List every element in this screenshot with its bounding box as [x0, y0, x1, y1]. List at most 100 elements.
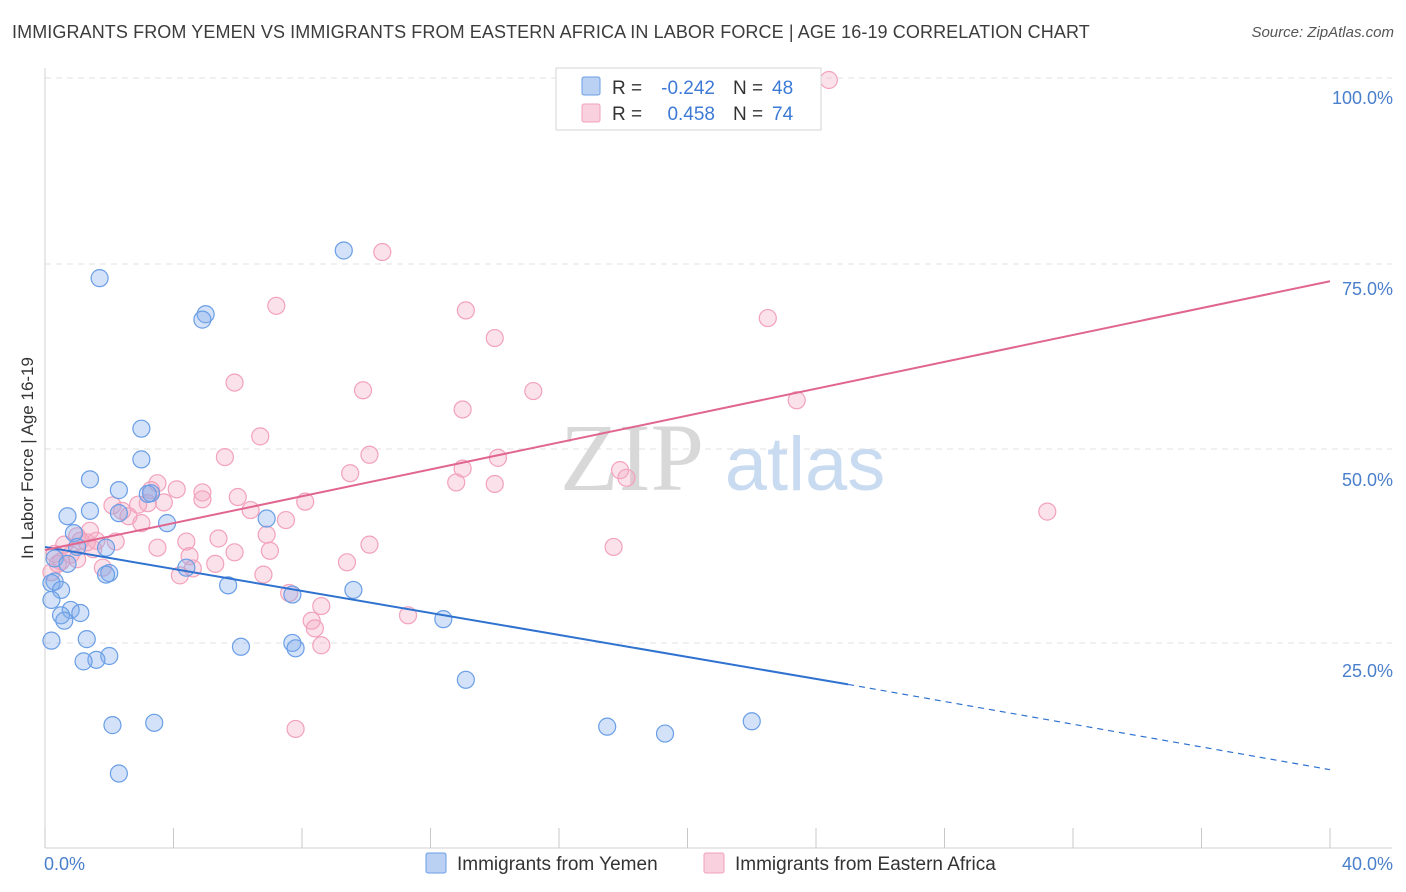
- yemen-point-26: [51, 580, 71, 600]
- yemen-point-46: [598, 717, 617, 736]
- eafrica-point-26: [193, 490, 212, 509]
- eafrica-point-10: [453, 400, 472, 419]
- eafrica-point-6: [225, 373, 244, 392]
- yemen-point-2: [196, 305, 215, 324]
- series-legend: Immigrants from Yemen Immigrants from Ea…: [425, 852, 996, 875]
- yemen-point-20: [177, 558, 196, 577]
- yemen-trend-line: [44, 545, 849, 686]
- x-tick-label-max: 40.0%: [1342, 854, 1393, 874]
- eafrica-point-52: [225, 543, 244, 562]
- yemen-point-38: [286, 639, 305, 658]
- bottom-legend-label-eafrica: Immigrants from Eastern Africa: [735, 854, 996, 875]
- eafrica-point-47: [360, 535, 379, 554]
- chart-title: IMMIGRANTS FROM YEMEN VS IMMIGRANTS FROM…: [12, 22, 1090, 42]
- bottom-legend-swatch-yemen: [425, 852, 447, 874]
- eafrica-point-58: [337, 553, 357, 572]
- eafrica-point-11: [251, 427, 270, 446]
- yemen-point-29: [42, 590, 61, 610]
- eafrica-point-36: [132, 514, 151, 533]
- eafrica-point-12: [360, 445, 379, 464]
- legend-swatch-yemen: [581, 76, 601, 96]
- yemen-point-7: [109, 481, 128, 500]
- eafrica-point-51: [260, 541, 279, 560]
- yemen-point-39: [231, 637, 251, 656]
- axes: [44, 68, 1392, 849]
- eafrica-point-3: [456, 301, 475, 320]
- stats-legend: R = -0.242 N = 48 R = 0.458 N = 74: [555, 67, 822, 131]
- legend-yemen-n-label: N =: [733, 78, 763, 99]
- y-tick-label-75: 75.0%: [1342, 279, 1393, 299]
- eafrica-point-22: [167, 480, 186, 499]
- eafrica-point-49: [604, 537, 623, 557]
- trend-lines: [44, 280, 1331, 771]
- yemen-point-5: [132, 450, 151, 469]
- yemen-point-27: [344, 580, 363, 600]
- yemen-point-45: [103, 716, 122, 735]
- yemen-point-37: [283, 633, 302, 653]
- eafrica-point-40: [209, 529, 228, 548]
- eafrica-point-66: [312, 596, 331, 616]
- series-yemen-points: [42, 241, 761, 783]
- yemen-point-9: [138, 484, 157, 504]
- eafrica-point-13: [488, 448, 508, 467]
- yemen-trend-extension: [848, 683, 1331, 771]
- eafrica-point-4: [758, 308, 777, 328]
- eafrica-point-7: [353, 381, 373, 400]
- yemen-point-6: [80, 470, 100, 489]
- yemen-point-4: [132, 419, 151, 438]
- eafrica-point-72: [286, 719, 305, 739]
- eafrica-point-73: [48, 554, 67, 573]
- bottom-legend-label-yemen: Immigrants from Yemen: [457, 854, 658, 875]
- yemen-point-33: [55, 611, 74, 630]
- yemen-point-1: [90, 269, 109, 288]
- legend-eafrica-r-label: R =: [612, 104, 642, 125]
- bottom-legend-swatch-eafrica: [703, 852, 725, 874]
- yemen-point-12: [58, 507, 77, 526]
- series-eafrica-points: [42, 70, 1057, 739]
- yemen-point-49: [109, 764, 128, 783]
- eafrica-point-70: [312, 636, 331, 655]
- eafrica-point-67: [398, 606, 418, 625]
- y-tick-label-25: 25.0%: [1342, 661, 1393, 681]
- eafrica-point-18: [617, 468, 636, 487]
- yemen-point-10: [80, 501, 100, 520]
- eafrica-point-29: [154, 493, 173, 512]
- tick-labels: 25.0% 50.0% 75.0% 100.0% 0.0% 40.0%: [44, 88, 1393, 874]
- legend-eafrica-n-label: N =: [733, 104, 763, 125]
- eafrica-point-59: [206, 554, 225, 573]
- yemen-point-17: [96, 538, 116, 557]
- yemen-point-48: [742, 712, 761, 731]
- y-tick-label-50: 50.0%: [1342, 470, 1393, 490]
- eafrica-point-2: [267, 296, 286, 315]
- eafrica-point-16: [341, 464, 360, 483]
- yemen-point-3: [193, 310, 212, 329]
- yemen-point-13: [257, 509, 276, 528]
- eafrica-point-69: [305, 619, 324, 638]
- eafrica-point-48: [148, 538, 167, 557]
- eafrica-point-1: [373, 242, 392, 262]
- watermark-atlas: atlas: [725, 422, 886, 507]
- y-axis-label: In Labor Force | Age 16-19: [18, 357, 37, 559]
- eafrica-point-19: [447, 473, 466, 492]
- yemen-point-11: [109, 504, 128, 523]
- yemen-point-35: [77, 630, 96, 649]
- yemen-point-19: [58, 554, 77, 573]
- eafrica-point-8: [524, 381, 543, 401]
- yemen-point-22: [96, 565, 116, 584]
- yemen-point-15: [64, 524, 84, 543]
- x-tick-label-min: 0.0%: [44, 854, 85, 874]
- legend-eafrica-r-value: 0.458: [667, 104, 715, 125]
- eafrica-point-32: [241, 500, 260, 520]
- eafrica-point-35: [276, 510, 296, 530]
- eafrica-point-45: [177, 532, 196, 551]
- yemen-point-31: [71, 603, 90, 623]
- yemen-point-43: [456, 670, 475, 689]
- legend-yemen-n-value: 48: [772, 78, 793, 99]
- y-tick-label-100: 100.0%: [1332, 88, 1393, 108]
- gridlines: [45, 77, 1392, 644]
- eafrica-point-5: [485, 328, 504, 348]
- yemen-point-47: [655, 724, 675, 743]
- eafrica-trend-line: [44, 280, 1331, 551]
- yemen-point-36: [42, 631, 61, 650]
